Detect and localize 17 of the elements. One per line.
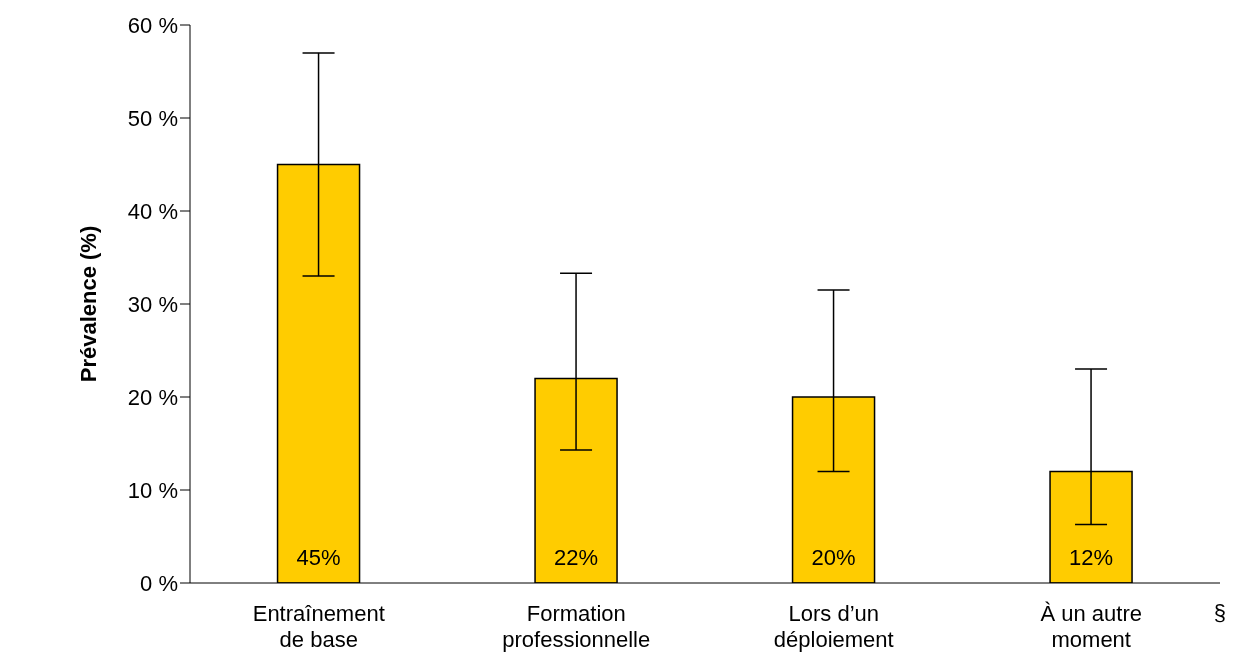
- y-tick-label: 50 %: [127, 105, 178, 131]
- text: §: [1213, 600, 1226, 626]
- data-label: 22%: [554, 545, 599, 570]
- data-label: 20%: [811, 545, 856, 570]
- x-tick-label: À un autre moment: [1040, 601, 1143, 652]
- y-tick-label: 20 %: [127, 384, 178, 410]
- y-tick-label: 40 %: [127, 198, 178, 224]
- x-tick-label: Lors d’un déploiement: [773, 601, 894, 652]
- y-axis-title: Prévalence (%): [75, 225, 101, 383]
- y-tick-label: 60 %: [127, 12, 178, 38]
- y-tick-label: 10 %: [127, 477, 178, 503]
- x-tick-label: Formation professionnelle: [502, 601, 651, 652]
- data-label: 12%: [1069, 545, 1114, 570]
- data-label: 45%: [296, 545, 341, 570]
- y-tick-label: 0 %: [140, 570, 178, 596]
- x-tick-label: Entraînement de base: [252, 601, 385, 652]
- y-tick-label: 30 %: [127, 291, 178, 317]
